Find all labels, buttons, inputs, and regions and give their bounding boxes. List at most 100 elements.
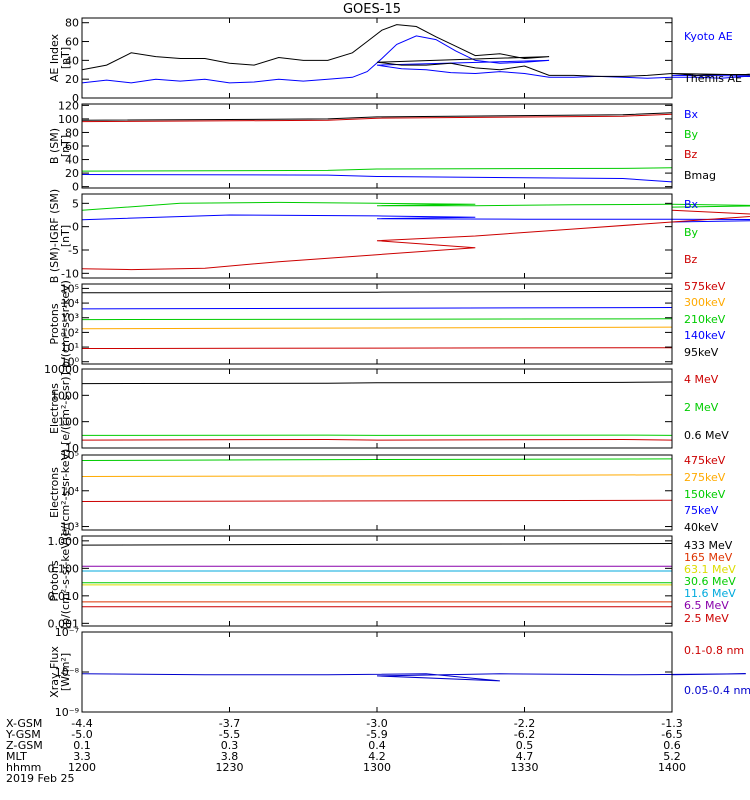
y-axis-label: [e/(cm²-s-sr)] bbox=[59, 372, 72, 445]
y-axis-label: AE Index bbox=[48, 33, 61, 82]
panel-frame bbox=[81, 535, 673, 627]
legend-entry: Kyoto AE bbox=[684, 30, 733, 43]
series-line-3-3 bbox=[81, 209, 750, 271]
footer-value: 5.2 bbox=[663, 750, 681, 763]
y-tick-label: -10 bbox=[61, 267, 79, 280]
legend-entry: 0.6 MeV bbox=[684, 429, 729, 442]
footer-value: 1300 bbox=[363, 761, 391, 774]
y-tick-label: 80 bbox=[65, 126, 79, 139]
series-line-1-1 bbox=[81, 35, 750, 84]
footer-value: -3.0 bbox=[366, 717, 387, 730]
y-tick-label: 80 bbox=[65, 17, 79, 30]
legend-entry: 140keV bbox=[684, 329, 726, 342]
panel-8: 10⁻⁹ 10⁻⁸ 10⁻⁷ Xray Flux[W/m²] 0.1-0.8 nm 0.0… bbox=[48, 626, 750, 719]
legend-entry: 63.1 MeV bbox=[684, 563, 736, 576]
legend-entry: 150keV bbox=[684, 488, 726, 501]
y-tick-label: 0 bbox=[72, 221, 79, 234]
legend-entry: Bz bbox=[684, 253, 698, 266]
panel-frame bbox=[81, 631, 673, 713]
legend-entry: By bbox=[684, 226, 699, 239]
footer-value: 0.4 bbox=[368, 739, 386, 752]
footer-row-label: Y-GSM bbox=[5, 728, 41, 741]
series-line-4-3 bbox=[81, 318, 673, 321]
plot-title: GOES-15 bbox=[343, 2, 401, 17]
footer-value: 0.5 bbox=[516, 739, 534, 752]
footer-value: -6.2 bbox=[514, 728, 535, 741]
series-line-6-1 bbox=[81, 499, 673, 502]
footer-value: 0.6 bbox=[663, 739, 681, 752]
y-tick-label: 10¹ bbox=[61, 341, 79, 354]
y-axis-label: [nT] bbox=[59, 135, 72, 157]
legend-entry: 95keV bbox=[684, 346, 719, 359]
y-tick-label: 10⁴ bbox=[61, 297, 80, 310]
y-tick-label: 10⁵ bbox=[61, 282, 79, 295]
series-line-5-1 bbox=[81, 438, 673, 441]
y-tick-label: 10000 bbox=[44, 363, 79, 376]
y-tick-label: 10³ bbox=[61, 521, 79, 534]
legend-entry: 575keV bbox=[684, 280, 726, 293]
y-tick-label: -5 bbox=[68, 244, 79, 257]
y-tick-label: 40 bbox=[65, 54, 79, 67]
footer-value: 4.7 bbox=[516, 750, 534, 763]
footer-ephemeris: X-GSM -4.4 -3.7 -3.0 -2.2 -1.3 Y-GSM -5.0 -5.5 -5… bbox=[5, 717, 686, 785]
legend-entry: 40keV bbox=[684, 521, 719, 534]
y-tick-label: 1.000 bbox=[48, 535, 80, 548]
legend-entry: 2 MeV bbox=[684, 401, 719, 414]
legend-entry: 0.1-0.8 nm bbox=[684, 644, 744, 657]
y-tick-label: 10³ bbox=[61, 312, 79, 325]
footer-value: 0.1 bbox=[73, 739, 91, 752]
footer-value: 3.8 bbox=[221, 750, 239, 763]
panel-3: -10 -5 0 5 B (SM)-IGRF (SM)[nT] Bx By Bz bbox=[48, 189, 750, 283]
y-tick-label: 10⁻⁸ bbox=[55, 666, 80, 679]
footer-row-label: X-GSM bbox=[6, 717, 42, 730]
y-tick-label: 20 bbox=[65, 73, 79, 86]
legend-entry: Bx bbox=[684, 108, 699, 121]
legend-entry: 0.05-0.4 nm bbox=[684, 684, 750, 697]
y-tick-label: 120 bbox=[58, 99, 79, 112]
y-tick-label: 60 bbox=[65, 140, 79, 153]
y-tick-label: 0 bbox=[72, 92, 79, 105]
y-axis-label: Protons bbox=[48, 303, 61, 344]
y-axis-label: e/(cm²-s-sr-keV) bbox=[59, 449, 72, 537]
y-axis-label: Protons bbox=[48, 560, 61, 601]
y-tick-label: 5 bbox=[72, 197, 79, 210]
y-tick-label: 10⁵ bbox=[61, 449, 79, 462]
footer-value: 1200 bbox=[68, 761, 96, 774]
y-axis-label: p/(cm²-s-sr-keV) bbox=[59, 280, 72, 368]
footer-row-label: MLT bbox=[6, 750, 27, 763]
series-line-2-2 bbox=[81, 167, 673, 172]
y-tick-label: 100 bbox=[58, 416, 79, 429]
footer-value: 1330 bbox=[511, 761, 539, 774]
y-tick-label: 40 bbox=[65, 154, 79, 167]
panel-1: 0 20 40 60 80 AE Index[nT] Kyoto AE Themis AE bbox=[48, 17, 750, 105]
panel-5: 10 100 1000 10000 Electrons[e/(cm²-s-sr)] 4 M… bbox=[44, 363, 729, 455]
y-axis-label: B (SM)-IGRF (SM) bbox=[48, 189, 61, 283]
legend-entry: 2.5 MeV bbox=[684, 612, 729, 625]
legend-entry: 275keV bbox=[684, 471, 726, 484]
y-tick-label: 20 bbox=[65, 167, 79, 180]
footer-date: 2019 Feb 25 bbox=[6, 772, 74, 785]
y-tick-label: 0.010 bbox=[48, 590, 80, 603]
footer-value: -3.7 bbox=[219, 717, 240, 730]
legend-entry: 6.5 MeV bbox=[684, 599, 729, 612]
panel-frame bbox=[81, 368, 673, 449]
series-line-1-2 bbox=[81, 24, 750, 77]
legend-entry: 475keV bbox=[684, 454, 726, 467]
legend-entry: Bmag bbox=[684, 169, 716, 182]
footer-value: -6.5 bbox=[661, 728, 682, 741]
panel-frame bbox=[81, 193, 673, 279]
series-line-3-1 bbox=[81, 214, 750, 223]
y-tick-label: 60 bbox=[65, 36, 79, 49]
footer-value: 3.3 bbox=[73, 750, 91, 763]
y-axis-label: [nT] bbox=[59, 47, 72, 69]
panel-7: 0.001 0.010 0.100 1.000 Protons[p/(cm²-s-sr-… bbox=[48, 533, 737, 631]
legend-entry: 11.6 MeV bbox=[684, 587, 736, 600]
series-line-2-1 bbox=[81, 174, 673, 183]
y-tick-label: 10² bbox=[61, 326, 79, 339]
legend-entry: By bbox=[684, 128, 699, 141]
y-axis-label: Electrons bbox=[48, 467, 61, 518]
y-axis-label: [p/(cm²-s-sr-keV)] bbox=[59, 533, 72, 630]
